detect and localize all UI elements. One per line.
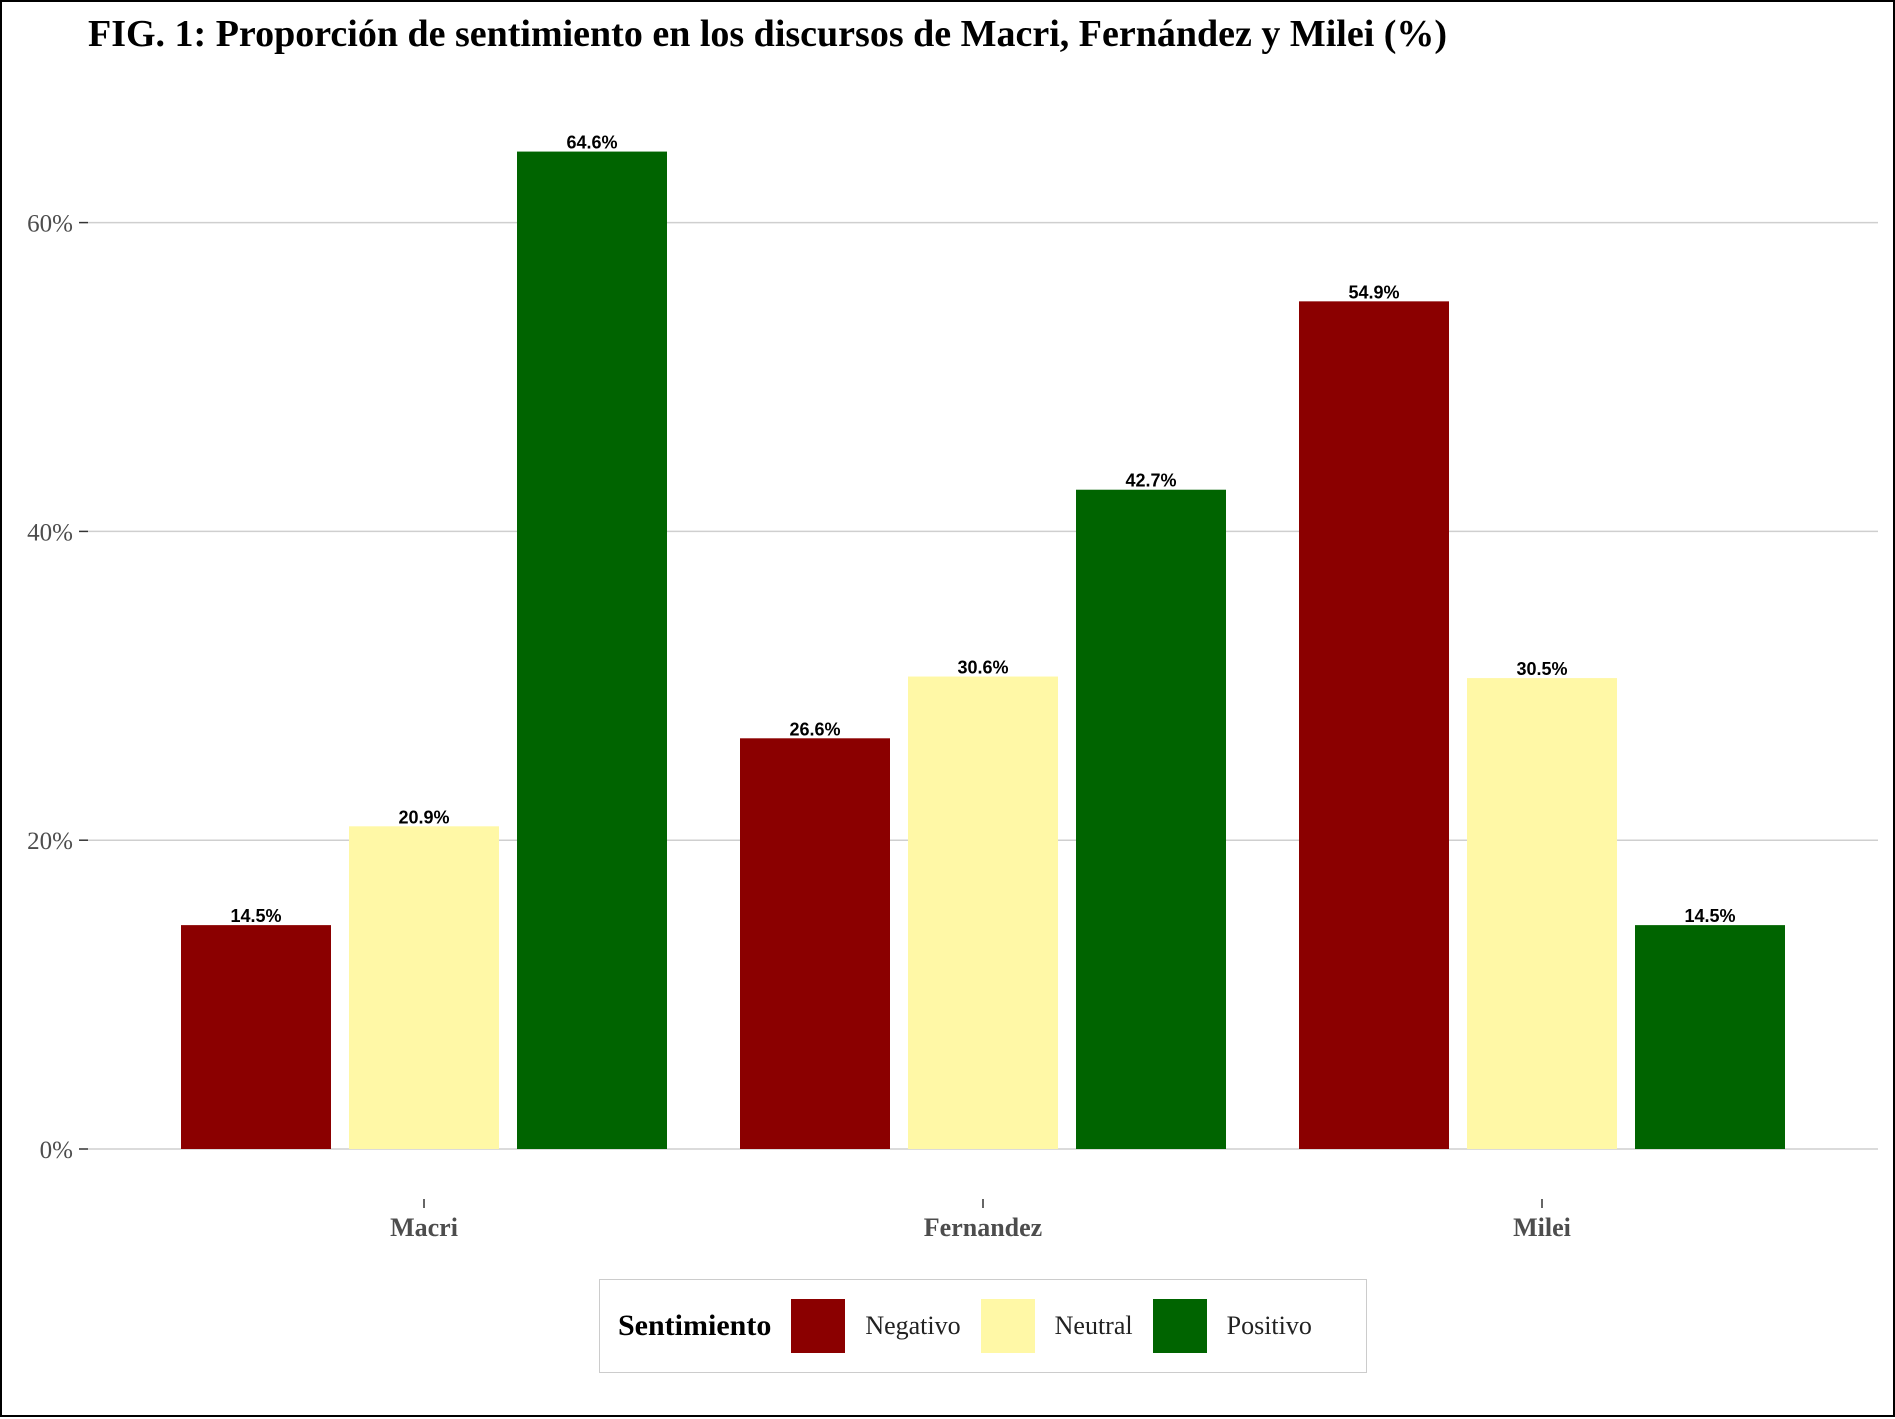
bar-milei-negativo [1299,301,1449,1149]
legend-swatch-neutral [980,1299,1035,1353]
legend-item-neutral: Neutral [980,1299,1133,1353]
legend-label-positivo: Positivo [1226,1311,1312,1340]
data-label: 20.9% [398,807,449,827]
x-tick-label: Milei [1513,1213,1571,1242]
bar-milei-neutral [1467,678,1617,1149]
legend: Sentimiento Negativo Neutral Positivo [599,1279,1367,1373]
legend-swatch-negativo [791,1299,846,1353]
y-tick-label: 20% [27,828,73,855]
chart-title: FIG. 1: Proporción de sentimiento en los… [88,13,1448,55]
data-label: 14.5% [230,906,281,926]
y-tick-label: 0% [40,1137,73,1164]
legend-label-neutral: Neutral [1054,1311,1133,1340]
y-tick-label: 60% [27,211,73,238]
legend-swatch-positivo [1152,1299,1207,1353]
data-label: 26.6% [789,719,840,739]
data-label: 64.6% [566,133,617,153]
legend-title: Sentimiento [618,1309,772,1342]
legend-item-negativo: Negativo [791,1299,961,1353]
bar-macri-neutral [349,826,499,1149]
bar-fernandez-negativo [740,738,890,1149]
data-label: 42.7% [1125,471,1176,491]
data-label: 30.5% [1516,659,1567,679]
bar-fernandez-positivo [1076,489,1226,1149]
y-tick-label: 40% [27,519,73,546]
bar-fernandez-neutral [908,676,1058,1149]
legend-label-negativo: Negativo [865,1311,961,1340]
data-label: 14.5% [1684,906,1735,926]
legend-item-positivo: Positivo [1152,1299,1312,1353]
bar-milei-positivo [1635,925,1785,1149]
data-label: 54.9% [1348,282,1399,302]
x-tick-label: Macri [390,1213,458,1242]
x-tick-label: Fernandez [924,1213,1042,1242]
data-label: 30.6% [957,658,1008,678]
bar-macri-positivo [517,151,667,1150]
bar-macri-negativo [181,925,331,1149]
